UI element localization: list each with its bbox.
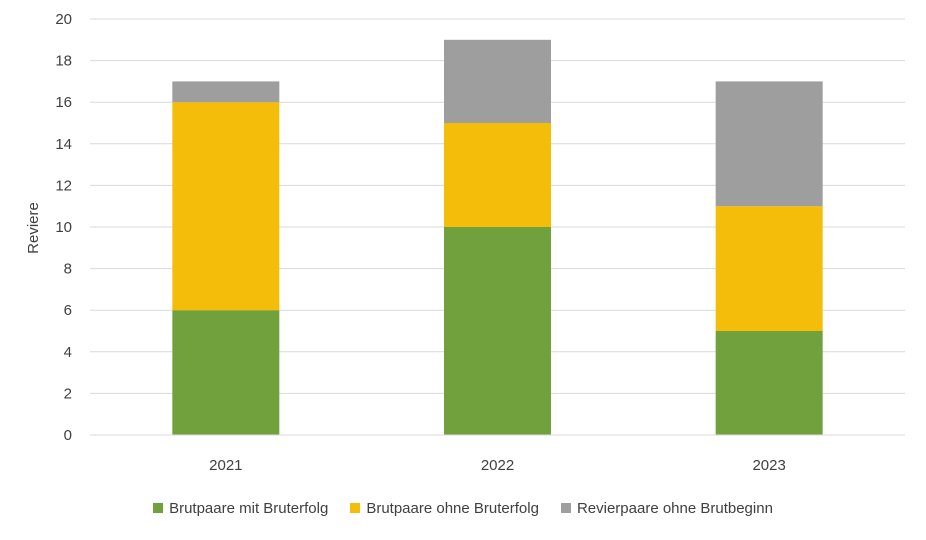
chart-legend: Brutpaare mit Bruterfolg Brutpaare ohne B… <box>0 496 926 520</box>
y-tick-label: 6 <box>64 302 72 319</box>
y-tick-label: 2 <box>64 385 72 402</box>
bar-segment-2022-series-2 <box>444 39 551 123</box>
bar-segment-2022-series-0 <box>444 227 551 435</box>
legend-swatch <box>153 503 164 513</box>
y-tick-label: 12 <box>55 177 72 194</box>
y-axis-ticks: 0 2 4 6 8 10 12 14 16 18 20 <box>55 11 72 444</box>
legend-swatch <box>560 503 571 513</box>
legend-item: Brutpaare ohne Bruterfolg <box>350 500 539 517</box>
y-tick-label: 10 <box>55 219 72 236</box>
legend-label: Revierpaare ohne Brutbeginn <box>576 499 773 517</box>
x-axis-ticks: 2021 2022 2023 <box>209 457 786 474</box>
legend-item: Brutpaare mit Bruterfolg <box>153 500 328 517</box>
y-tick-label: 18 <box>55 53 72 70</box>
y-tick-label: 14 <box>55 136 72 153</box>
y-axis-title: Reviere <box>25 202 42 254</box>
y-tick-label: 20 <box>55 11 72 28</box>
y-tick-label: 0 <box>64 427 72 444</box>
legend-item: Revierpaare ohne Brutbeginn <box>560 499 773 517</box>
legend-label: Brutpaare mit Bruterfolg <box>169 499 329 517</box>
stacked-bar-chart: 0 2 4 6 8 10 12 14 16 18 20 2021 2022 2023 Reviere <box>25 11 905 474</box>
x-tick-label: 2021 <box>209 457 242 474</box>
x-tick-label: 2022 <box>481 457 514 474</box>
bar-segment-2023-series-2 <box>715 81 823 207</box>
y-tick-label: 16 <box>55 94 72 111</box>
legend-swatch <box>350 503 361 513</box>
y-tick-label: 8 <box>64 261 72 278</box>
bar-segment-2023-series-0 <box>715 331 823 435</box>
bar-segment-2022-series-1 <box>444 123 551 227</box>
y-tick-label: 4 <box>64 344 72 361</box>
bar-segment-2023-series-1 <box>715 206 823 331</box>
x-tick-label: 2023 <box>752 457 785 474</box>
bar-segment-2021-series-1 <box>172 102 280 311</box>
legend-label: Brutpaare ohne Bruterfolg <box>366 499 539 517</box>
bar-segment-2021-series-2 <box>172 81 280 103</box>
bar-segment-2021-series-0 <box>172 310 280 435</box>
bars <box>90 39 905 436</box>
